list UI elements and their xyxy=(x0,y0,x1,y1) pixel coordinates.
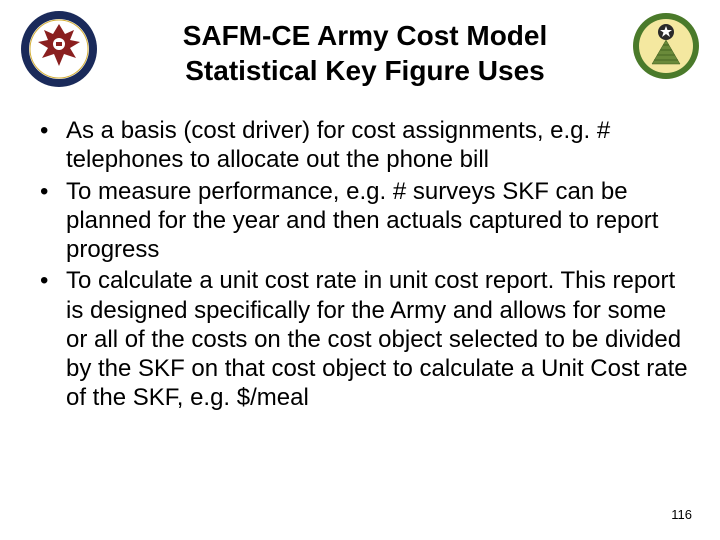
bullet-list: As a basis (cost driver) for cost assign… xyxy=(38,116,688,413)
list-item: To calculate a unit cost rate in unit co… xyxy=(38,266,688,412)
army-seal-left-icon xyxy=(20,10,98,88)
slide-content: As a basis (cost driver) for cost assign… xyxy=(0,88,720,413)
title-line-1: SAFM-CE Army Cost Model xyxy=(108,18,622,53)
page-number: 116 xyxy=(671,507,692,522)
slide-title: SAFM-CE Army Cost Model Statistical Key … xyxy=(98,10,632,88)
title-line-2: Statistical Key Figure Uses xyxy=(108,53,622,88)
list-item: To measure performance, e.g. # surveys S… xyxy=(38,177,688,265)
army-seal-right-icon xyxy=(632,12,700,80)
list-item: As a basis (cost driver) for cost assign… xyxy=(38,116,688,175)
slide-header: SAFM-CE Army Cost Model Statistical Key … xyxy=(0,0,720,88)
